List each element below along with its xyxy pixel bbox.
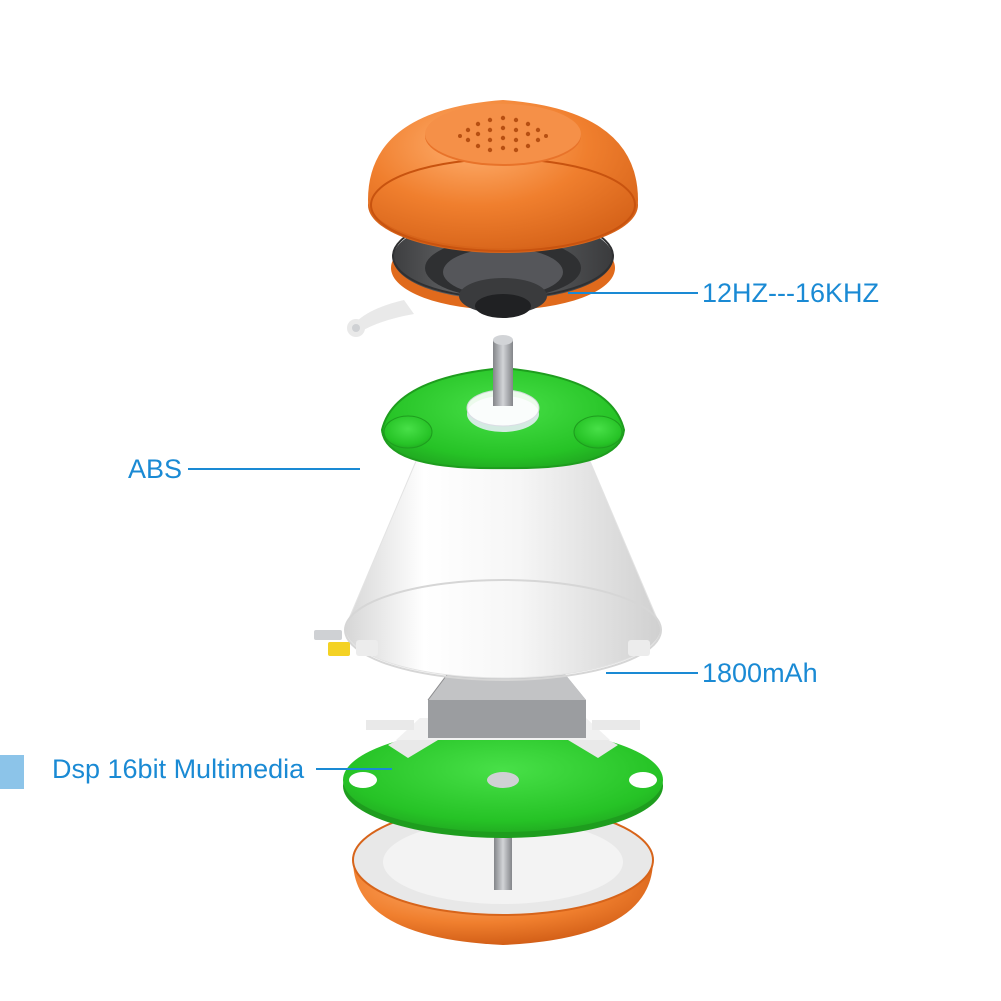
exploded-illustration [0,0,1001,1001]
lower-pcb [343,728,663,838]
label-dsp: Dsp 16bit Multimedia [52,754,304,785]
upper-pcb [382,335,624,468]
label-frequency: 12HZ---16KHZ [702,278,879,309]
label-abs: ABS [128,454,182,485]
top-cap [368,100,638,253]
battery-block [366,668,640,740]
label-battery: 1800mAh [702,658,818,689]
diagram-canvas: 12HZ---16KHZ ABS 1800mAh Dsp 16bit Multi… [0,0,1001,1001]
